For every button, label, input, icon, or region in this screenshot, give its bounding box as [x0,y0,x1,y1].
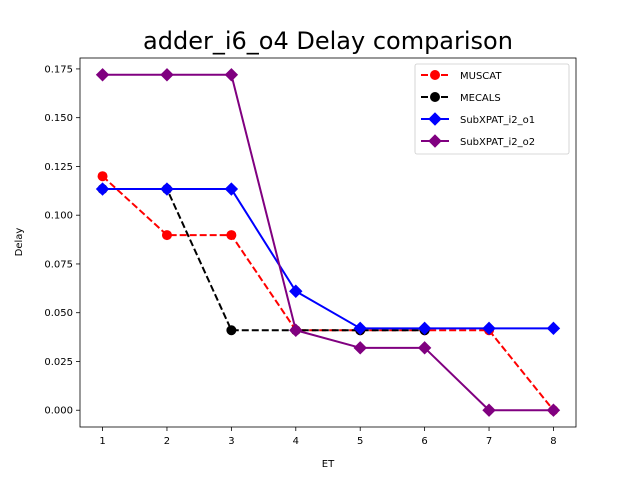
x-tick-label: 6 [421,436,427,447]
y-tick-label: 0.050 [44,308,73,319]
y-tick-label: 0.125 [44,162,73,173]
data-point-mecals-2 [226,325,237,336]
data-point-subxpat-i2-o1-7 [546,321,561,336]
y-tick-label: 0.150 [44,113,73,124]
y-axis-ticks: 0.000 0.025 0.050 0.075 0.100 0.125 0.150 0.175 [44,64,80,417]
plot-frame [79,57,577,428]
y-tick-label: 0.100 [44,211,73,222]
x-axis-ticks: 1 2 3 4 5 6 7 8 [99,427,557,447]
data-point-subxpat-i2-o2-4 [353,341,367,355]
x-tick-label: 3 [228,436,234,447]
x-tick-label: 1 [99,436,105,447]
legend-entry-mecals: MECALS [421,92,501,104]
series-line-subxpat-i2-o1 [102,188,554,330]
legend-marker-muscat [430,70,440,80]
legend-frame [414,63,570,155]
data-point-subxpat-i2-o2-2 [224,68,239,82]
data-point-subxpat-i2-o1-3 [289,284,303,298]
data-point-muscat-2 [226,230,237,241]
legend-label-subxpat-i2-o1: SubXPAT_i2_o1 [460,115,535,126]
data-point-subxpat-i2-o2-7 [546,403,561,417]
data-point-subxpat-i2-o2-6 [482,403,496,417]
data-point-subxpat-i2-o1-1 [160,182,174,196]
legend-entry-subxpat-i2-o2: SubXPAT_i2_o2 [421,134,535,148]
legend-label-subxpat-i2-o2: SubXPAT_i2_o2 [460,137,535,148]
chart-title: adder_i6_o4 Delay comparison [143,27,513,55]
data-point-subxpat-i2-o1-0 [95,182,110,196]
x-tick-label: 4 [293,436,299,447]
legend: MUSCAT MECALS SubXPAT_i2_o1 SubXPAT_i2_o2 [414,63,570,155]
legend-marker-mecals [430,92,440,102]
y-tick-label: 0.175 [44,64,73,75]
legend-label-muscat: MUSCAT [460,71,502,82]
data-point-subxpat-i2-o2-5 [417,341,432,355]
data-point-muscat-1 [161,230,172,241]
data-point-subxpat-i2-o2-0 [95,68,110,82]
series-line-subxpat-i2-o2 [102,73,554,412]
data-point-subxpat-i2-o1-2 [224,182,239,196]
x-axis-label: ET [322,459,335,470]
series-subxpat-i2-o2 [95,68,561,417]
data-point-subxpat-i2-o1-4 [353,321,367,336]
data-point-subxpat-i2-o2-1 [160,68,174,82]
x-tick-label: 7 [486,436,492,447]
y-axis-label: Delay [14,228,25,257]
y-tick-label: 0.000 [44,406,73,417]
legend-label-mecals: MECALS [460,93,501,104]
legend-marker-subxpat-i2-o2 [428,134,442,148]
x-tick-label: 5 [357,436,363,447]
data-point-subxpat-i2-o2-3 [289,323,303,337]
legend-entry-subxpat-i2-o1: SubXPAT_i2_o1 [421,112,535,126]
x-tick-label: 8 [550,436,556,447]
y-tick-label: 0.025 [44,357,73,368]
data-point-subxpat-i2-o1-6 [482,321,496,336]
x-tick-label: 2 [164,436,170,447]
plot-area [95,68,561,417]
legend-marker-subxpat-i2-o1 [428,112,442,126]
data-point-subxpat-i2-o1-5 [417,321,432,336]
data-point-muscat-0 [97,171,108,182]
legend-entry-muscat: MUSCAT [421,70,502,82]
series-subxpat-i2-o1 [95,182,561,336]
y-tick-label: 0.075 [44,259,73,270]
